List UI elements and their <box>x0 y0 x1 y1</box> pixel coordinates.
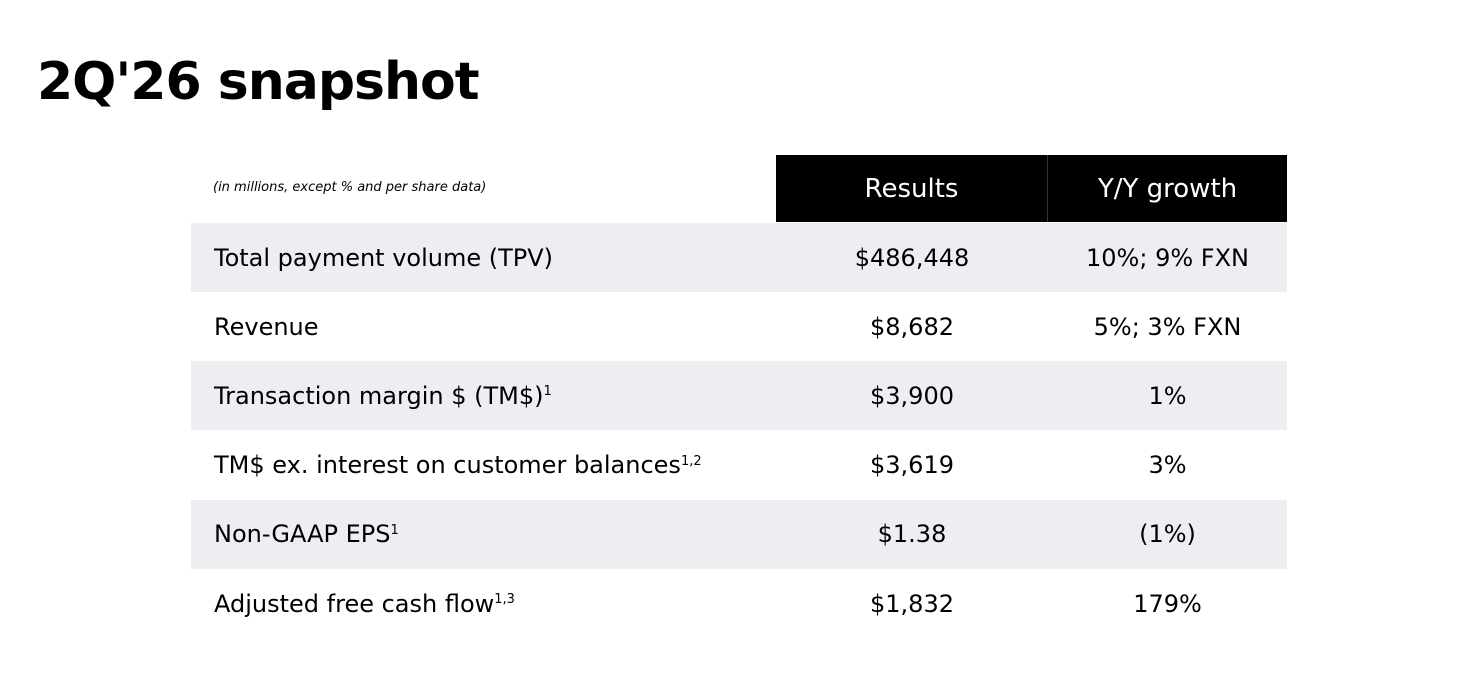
table-row: Total payment volume (TPV) $486,448 10%; 9… <box>191 223 1287 292</box>
label-text: Revenue <box>214 312 319 341</box>
growth-value: 179% <box>1133 589 1202 618</box>
column-header: Y/Y growth <box>1048 155 1287 222</box>
footnote-ref: 1,2 <box>680 453 702 469</box>
label-text: Total payment volume (TPV) <box>214 243 554 272</box>
growth-value: 3% <box>1148 451 1187 480</box>
footnote-ref: 1 <box>543 384 552 400</box>
label-text: TM$ ex. interest on customer balances <box>214 451 681 480</box>
table-row: TM$ ex. interest on customer balances 1,2… <box>191 431 1287 500</box>
row-label: TM$ ex. interest on customer balances 1,2 <box>214 431 702 500</box>
label-text: Transaction margin $ (TM$) <box>214 381 544 410</box>
label-text: Adjusted free cash flow <box>214 589 495 618</box>
growth-value: 10%; 9% FXN <box>1086 243 1249 272</box>
row-label: Adjusted free cash flow 1,3 <box>214 569 515 638</box>
header-separator <box>1047 155 1048 222</box>
growth-value: 1% <box>1148 381 1187 410</box>
result-value: $8,682 <box>870 312 954 341</box>
table-row: Transaction margin $ (TM$) 1 $3,900 1% <box>191 361 1287 431</box>
title: 2Q'26 snapshot <box>37 52 480 112</box>
growth-value: (1%) <box>1139 520 1196 549</box>
result-value: $1,832 <box>870 589 954 618</box>
result-value: $1.38 <box>877 520 947 549</box>
label-text: Non-GAAP EPS <box>214 520 391 549</box>
table-row: Adjusted free cash flow 1,3 $1,832 179% <box>191 569 1287 638</box>
result-value: $486,448 <box>854 243 970 272</box>
column-header: Results <box>776 155 1047 222</box>
footnote-ref: 1,3 <box>494 592 515 607</box>
table-row: Revenue $8,682 5%; 3% FXN <box>191 292 1287 361</box>
footnote-ref: 1 <box>390 522 399 538</box>
growth-value: 5%; 3% FXN <box>1093 312 1242 341</box>
units-note: (in millions, except % and per share dat… <box>213 180 487 195</box>
row-label: Non-GAAP EPS 1 <box>214 500 399 569</box>
result-value: $3,619 <box>870 451 954 480</box>
row-label: Revenue <box>214 292 319 361</box>
row-label: Total payment volume (TPV) <box>214 223 553 292</box>
result-value: $3,900 <box>870 381 954 410</box>
table-row: Non-GAAP EPS 1 $1.38 (1%) <box>191 499 1287 569</box>
row-label: Transaction margin $ (TM$) 1 <box>214 361 552 430</box>
